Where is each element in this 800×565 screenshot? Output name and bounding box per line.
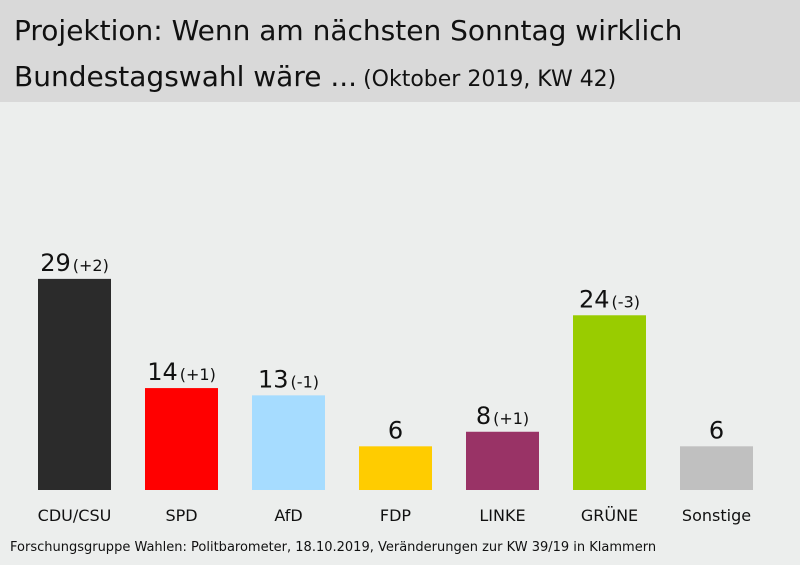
category-label-linke: LINKE xyxy=(479,506,525,525)
data-label-cdu-csu: 29 (+2) xyxy=(40,249,109,277)
data-label-spd: 14 (+1) xyxy=(147,358,216,386)
category-label-sonstige: Sonstige xyxy=(682,506,751,525)
chart-title-line-2: Bundestagswahl wäre ... (Oktober 2019, KW… xyxy=(14,60,616,93)
category-label-cdu-csu: CDU/CSU xyxy=(38,506,112,525)
category-label-gr-ne: GRÜNE xyxy=(581,506,638,525)
data-label-afd: 13 (-1) xyxy=(258,365,319,393)
data-label-linke: 8 (+1) xyxy=(476,402,529,430)
bar-linke xyxy=(466,431,539,490)
title-banner: Projektion: Wenn am nächsten Sonntag wir… xyxy=(0,0,800,102)
source-note: Forschungsgruppe Wahlen: Politbarometer,… xyxy=(10,540,657,555)
category-label-spd: SPD xyxy=(165,506,197,525)
data-label-gr-ne: 24 (-3) xyxy=(579,285,640,313)
bar-spd xyxy=(145,388,218,490)
chart-title: Projektion: Wenn am nächsten Sonntag wir… xyxy=(14,14,683,47)
chart-subtitle: (Oktober 2019, KW 42) xyxy=(363,67,617,92)
chart-title-continued: Bundestagswahl wäre ... xyxy=(14,60,358,93)
bar-sonstige xyxy=(680,446,753,490)
bar-afd xyxy=(252,395,325,490)
bar-cdu-csu xyxy=(38,278,111,490)
category-label-afd: AfD xyxy=(274,506,302,525)
data-label-fdp: 6 xyxy=(388,416,403,444)
bar-gr-ne xyxy=(573,315,646,490)
category-label-fdp: FDP xyxy=(380,506,412,525)
data-label-sonstige: 6 xyxy=(709,416,724,444)
bar-fdp xyxy=(359,446,432,490)
